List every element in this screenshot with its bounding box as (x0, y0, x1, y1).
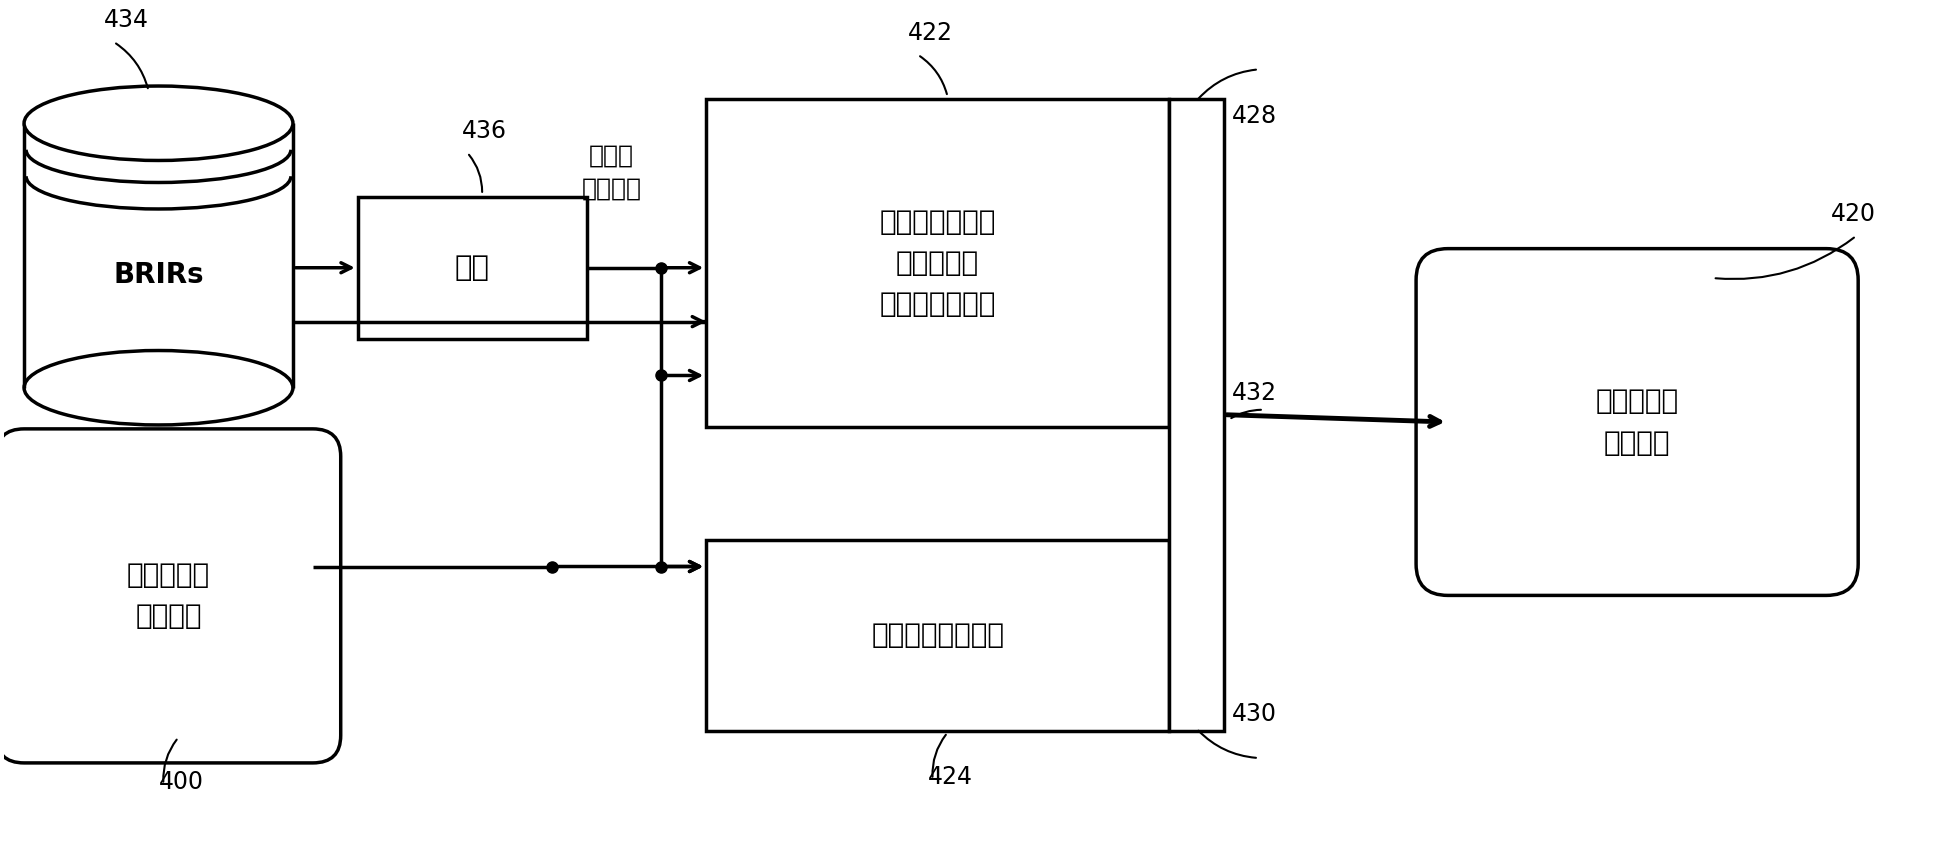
Bar (23, 123, 293, 388)
Text: 424: 424 (928, 766, 972, 789)
Text: 430: 430 (1233, 701, 1277, 726)
Text: 多声道音频
输入信号: 多声道音频 输入信号 (126, 561, 210, 630)
Text: 早期部分的处理
（直达声音
和早期反射音）: 早期部分的处理 （直达声音 和早期反射音） (879, 207, 996, 318)
Ellipse shape (23, 86, 293, 160)
Bar (707, 99, 1168, 427)
Text: 422: 422 (908, 21, 953, 45)
Text: 434: 434 (103, 8, 149, 32)
Text: 432: 432 (1233, 381, 1277, 405)
FancyBboxPatch shape (0, 429, 342, 763)
Text: 后期混响音的处理: 后期混响音的处理 (872, 621, 1003, 649)
Text: 436: 436 (462, 119, 507, 143)
Text: 过渡、
混响特征: 过渡、 混响特征 (582, 143, 642, 201)
Text: 420: 420 (1830, 202, 1877, 226)
Text: 400: 400 (159, 770, 204, 794)
Text: 分析: 分析 (454, 254, 489, 282)
Bar (357, 197, 586, 339)
Bar (707, 539, 1168, 731)
Ellipse shape (23, 350, 293, 425)
Text: 两声道音频
输出信号: 两声道音频 输出信号 (1596, 388, 1679, 457)
Bar (1168, 99, 1225, 731)
FancyBboxPatch shape (1417, 249, 1858, 596)
Text: BRIRs: BRIRs (113, 261, 204, 289)
Text: 428: 428 (1233, 104, 1277, 127)
